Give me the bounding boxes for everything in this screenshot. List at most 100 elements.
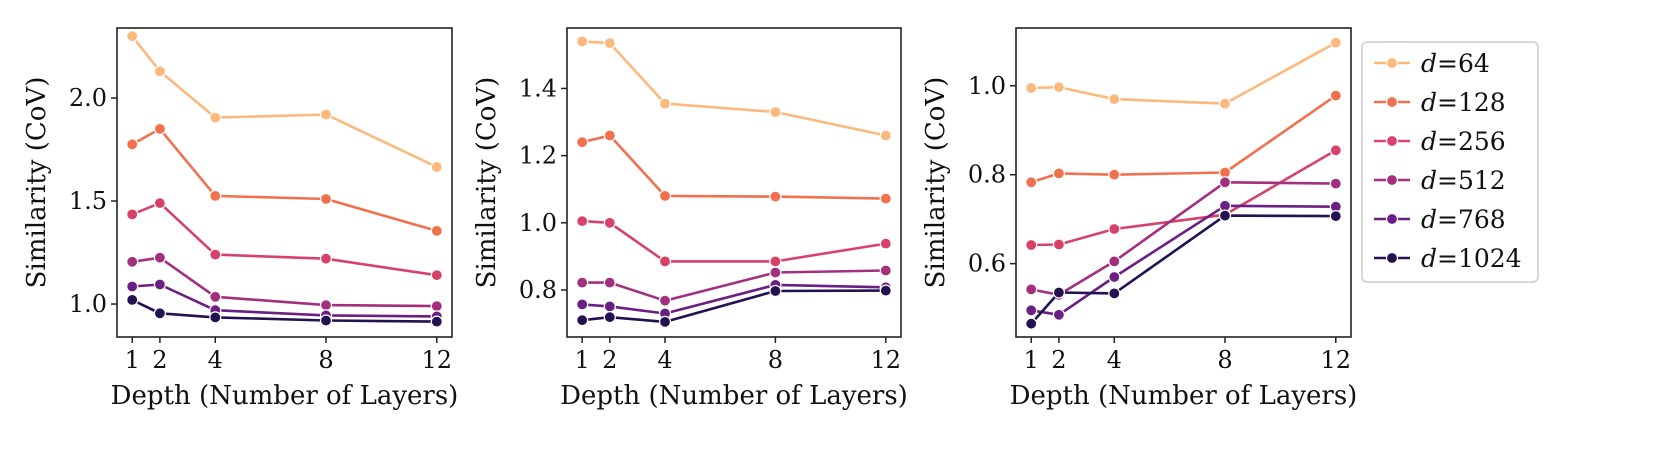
data-point-d128-x4 (209, 189, 222, 202)
data-point-d256-x1 (576, 215, 589, 228)
plot-frame (116, 27, 453, 338)
data-point-d512-x4 (1108, 255, 1121, 268)
data-point-d256-x8 (319, 252, 333, 265)
data-point-d256-x1 (1025, 238, 1038, 252)
data-point-d1024-x2 (153, 307, 166, 320)
legend-symbol: d (1421, 127, 1437, 156)
data-point-d64-x12 (1329, 36, 1342, 49)
y-tick-label: 1.0 (69, 290, 107, 318)
x-axis-label: Depth (Number of Layers) (1010, 381, 1358, 411)
legend-label: d=1024 (1421, 244, 1522, 273)
data-point-d64-x12 (879, 129, 892, 142)
data-point-d512-x12 (1329, 177, 1342, 190)
data-point-d1024-x2 (603, 311, 616, 324)
data-point-d512-x2 (603, 276, 616, 289)
data-point-d1024-x12 (1329, 210, 1342, 223)
data-point-d1024-x4 (658, 315, 672, 328)
data-point-d512-x12 (879, 264, 892, 277)
data-point-d512-x1 (126, 255, 139, 268)
x-tick-label: 2 (1051, 346, 1066, 374)
data-point-d512-x4 (658, 294, 672, 307)
data-point-d256-x4 (209, 248, 222, 261)
data-point-d768-x2 (603, 300, 616, 313)
data-point-d512-x8 (769, 266, 782, 279)
legend-label: d=64 (1421, 49, 1490, 78)
data-point-d64-x1 (1025, 81, 1038, 95)
legend-value: 64 (1458, 49, 1490, 78)
subplot-2: 1 2 4 8 12 0.8 1.0 1.2 1.4 Depth (Number of Layer… (472, 27, 908, 411)
series-line-d512 (130, 256, 439, 308)
series-line-d64 (580, 40, 888, 137)
data-point-d256-x12 (879, 237, 892, 250)
data-point-d64-x12 (430, 160, 443, 174)
data-point-d768-x2 (153, 278, 166, 291)
x-tick-label: 12 (421, 346, 452, 374)
data-point-d512-x2 (153, 251, 166, 264)
legend-marker (1385, 95, 1399, 109)
legend-marker (1385, 56, 1399, 70)
y-tick-label: 0.6 (968, 250, 1006, 278)
data-point-d512-x1 (1025, 283, 1038, 296)
x-tick-label: 1 (1024, 346, 1039, 374)
legend-symbol: d (1421, 244, 1437, 273)
data-point-d256-x4 (658, 255, 672, 268)
y-tick-label: 0.8 (968, 161, 1006, 189)
subplot-3: 1 2 4 8 12 0.6 0.8 1.0 Depth (Number of Layers) S… (921, 27, 1358, 411)
legend-label: d=768 (1421, 205, 1506, 234)
data-point-d768-x1 (126, 280, 139, 293)
legend-symbol: d (1421, 205, 1437, 234)
data-point-d64-x1 (576, 35, 589, 48)
x-tick-label: 4 (657, 346, 672, 374)
data-point-d1024-x1 (1025, 317, 1038, 330)
x-tick-label: 8 (318, 346, 333, 374)
data-point-d128-x1 (1025, 176, 1038, 189)
legend-item-d768: d=768 (1374, 205, 1506, 234)
data-point-d1024-x4 (1108, 287, 1121, 300)
x-tick-label: 4 (1107, 346, 1122, 374)
data-point-d64-x4 (1108, 92, 1121, 106)
data-point-d768-x2 (1052, 308, 1066, 321)
data-point-d64-x8 (319, 108, 333, 121)
series-line-d256 (580, 219, 888, 263)
legend-marker (1385, 134, 1399, 148)
x-axis-label: Depth (Number of Layers) (560, 381, 908, 411)
x-tick-label: 4 (208, 346, 223, 374)
data-point-d1024-x8 (319, 314, 333, 327)
data-point-d128-x4 (658, 189, 672, 202)
data-point-d64-x8 (1218, 97, 1232, 110)
x-tick-label: 8 (768, 346, 783, 374)
data-point-d512-x8 (319, 299, 333, 312)
data-point-d128-x4 (1108, 168, 1121, 181)
subplot-1: 1 2 4 8 12 1.0 1.5 2.0 Depth (Number of Layers) S… (22, 27, 458, 411)
legend-value: 768 (1458, 205, 1506, 234)
y-axis-label: Similarity (CoV) (472, 77, 502, 289)
legend-value: 256 (1458, 127, 1506, 156)
data-point-d512-x12 (430, 300, 443, 313)
legend-equals: = (1437, 49, 1458, 78)
data-point-d256-x2 (153, 197, 166, 210)
data-point-d128-x1 (126, 138, 139, 151)
series-line-d64 (1029, 41, 1338, 105)
plot-frame (1015, 27, 1352, 338)
legend-item-d256: d=256 (1374, 127, 1506, 156)
legend-equals: = (1437, 166, 1458, 195)
data-point-d768-x4 (1108, 270, 1121, 284)
legend-item-d128: d=128 (1374, 88, 1506, 117)
y-tick-label: 0.8 (519, 276, 557, 304)
data-point-d1024-x8 (1218, 209, 1232, 222)
x-tick-label: 1 (575, 346, 590, 374)
legend-marker (1385, 173, 1399, 187)
data-point-d1024-x1 (576, 314, 589, 327)
data-point-d1024-x1 (126, 293, 139, 306)
data-point-d256-x2 (603, 216, 616, 229)
x-tick-label: 2 (152, 346, 167, 374)
data-point-d1024-x8 (769, 284, 782, 298)
data-point-d512-x4 (209, 290, 222, 303)
data-point-d1024-x12 (430, 315, 443, 328)
legend-equals: = (1437, 244, 1458, 273)
y-tick-label: 1.2 (519, 142, 557, 170)
y-axis-label: Similarity (CoV) (921, 77, 951, 289)
data-point-d64-x4 (658, 97, 672, 110)
series-line-d256 (130, 201, 439, 277)
data-point-d256-x12 (1329, 144, 1342, 157)
